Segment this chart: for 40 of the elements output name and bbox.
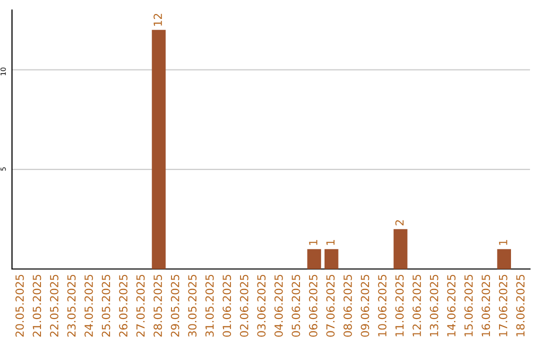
data-label: 1 — [326, 240, 334, 245]
x-tick-label: 12.06.2025 — [412, 274, 421, 336]
x-tick-label: 15.06.2025 — [464, 274, 473, 336]
data-label: 1 — [499, 240, 508, 245]
x-tick-label: 20.05.2025 — [15, 274, 24, 337]
x-tick-label: 14.06.2025 — [447, 274, 456, 336]
x-tick-label: 23.05.2025 — [67, 274, 76, 337]
x-tick-label: 03.06.2025 — [257, 274, 266, 337]
bar — [307, 249, 322, 269]
x-tick-label: 25.05.2025 — [102, 274, 110, 337]
x-tick-label: 21.05.2025 — [32, 274, 42, 337]
x-tick-label: 01.06.2025 — [222, 274, 232, 337]
x-tick-label: 24.05.2025 — [84, 274, 93, 337]
bar — [394, 229, 408, 269]
x-tick-label: 02.06.2025 — [240, 274, 248, 337]
x-tick-label: 08.06.2025 — [344, 274, 352, 337]
x-tick-label: 30.05.2025 — [188, 274, 197, 337]
x-tick-label: 06.06.2025 — [308, 274, 318, 337]
bar — [324, 249, 338, 269]
x-tick-label: 18.06.2025 — [516, 274, 525, 336]
bar — [497, 249, 512, 269]
x-tick-label: 05.06.2025 — [292, 274, 300, 337]
x-tick-label: 29.05.2025 — [170, 274, 180, 337]
data-label: 12 — [154, 14, 162, 26]
x-tick-label: 28.05.2025 — [154, 274, 162, 337]
bar — [152, 30, 166, 269]
x-tick-label: 16.06.2025 — [482, 274, 490, 336]
x-tick-label: 09.06.2025 — [360, 274, 370, 337]
x-tick-label: 11.06.2025 — [395, 274, 404, 336]
x-tick-label: 22.05.2025 — [50, 274, 58, 337]
x-tick-label: 07.06.2025 — [326, 274, 335, 337]
data-label: 1 — [309, 240, 318, 245]
x-tick-label: 17.06.2025 — [498, 274, 508, 336]
x-tick-label: 10.06.2025 — [378, 274, 386, 336]
x-tick-label: 31.05.2025 — [205, 274, 214, 337]
x-tick-label: 26.05.2025 — [119, 274, 128, 337]
x-tick-label: 27.05.2025 — [136, 274, 145, 337]
data-label: 2 — [395, 220, 404, 226]
x-tick-label: 13.06.2025 — [430, 274, 438, 336]
x-tick-label: 04.06.2025 — [274, 274, 283, 337]
